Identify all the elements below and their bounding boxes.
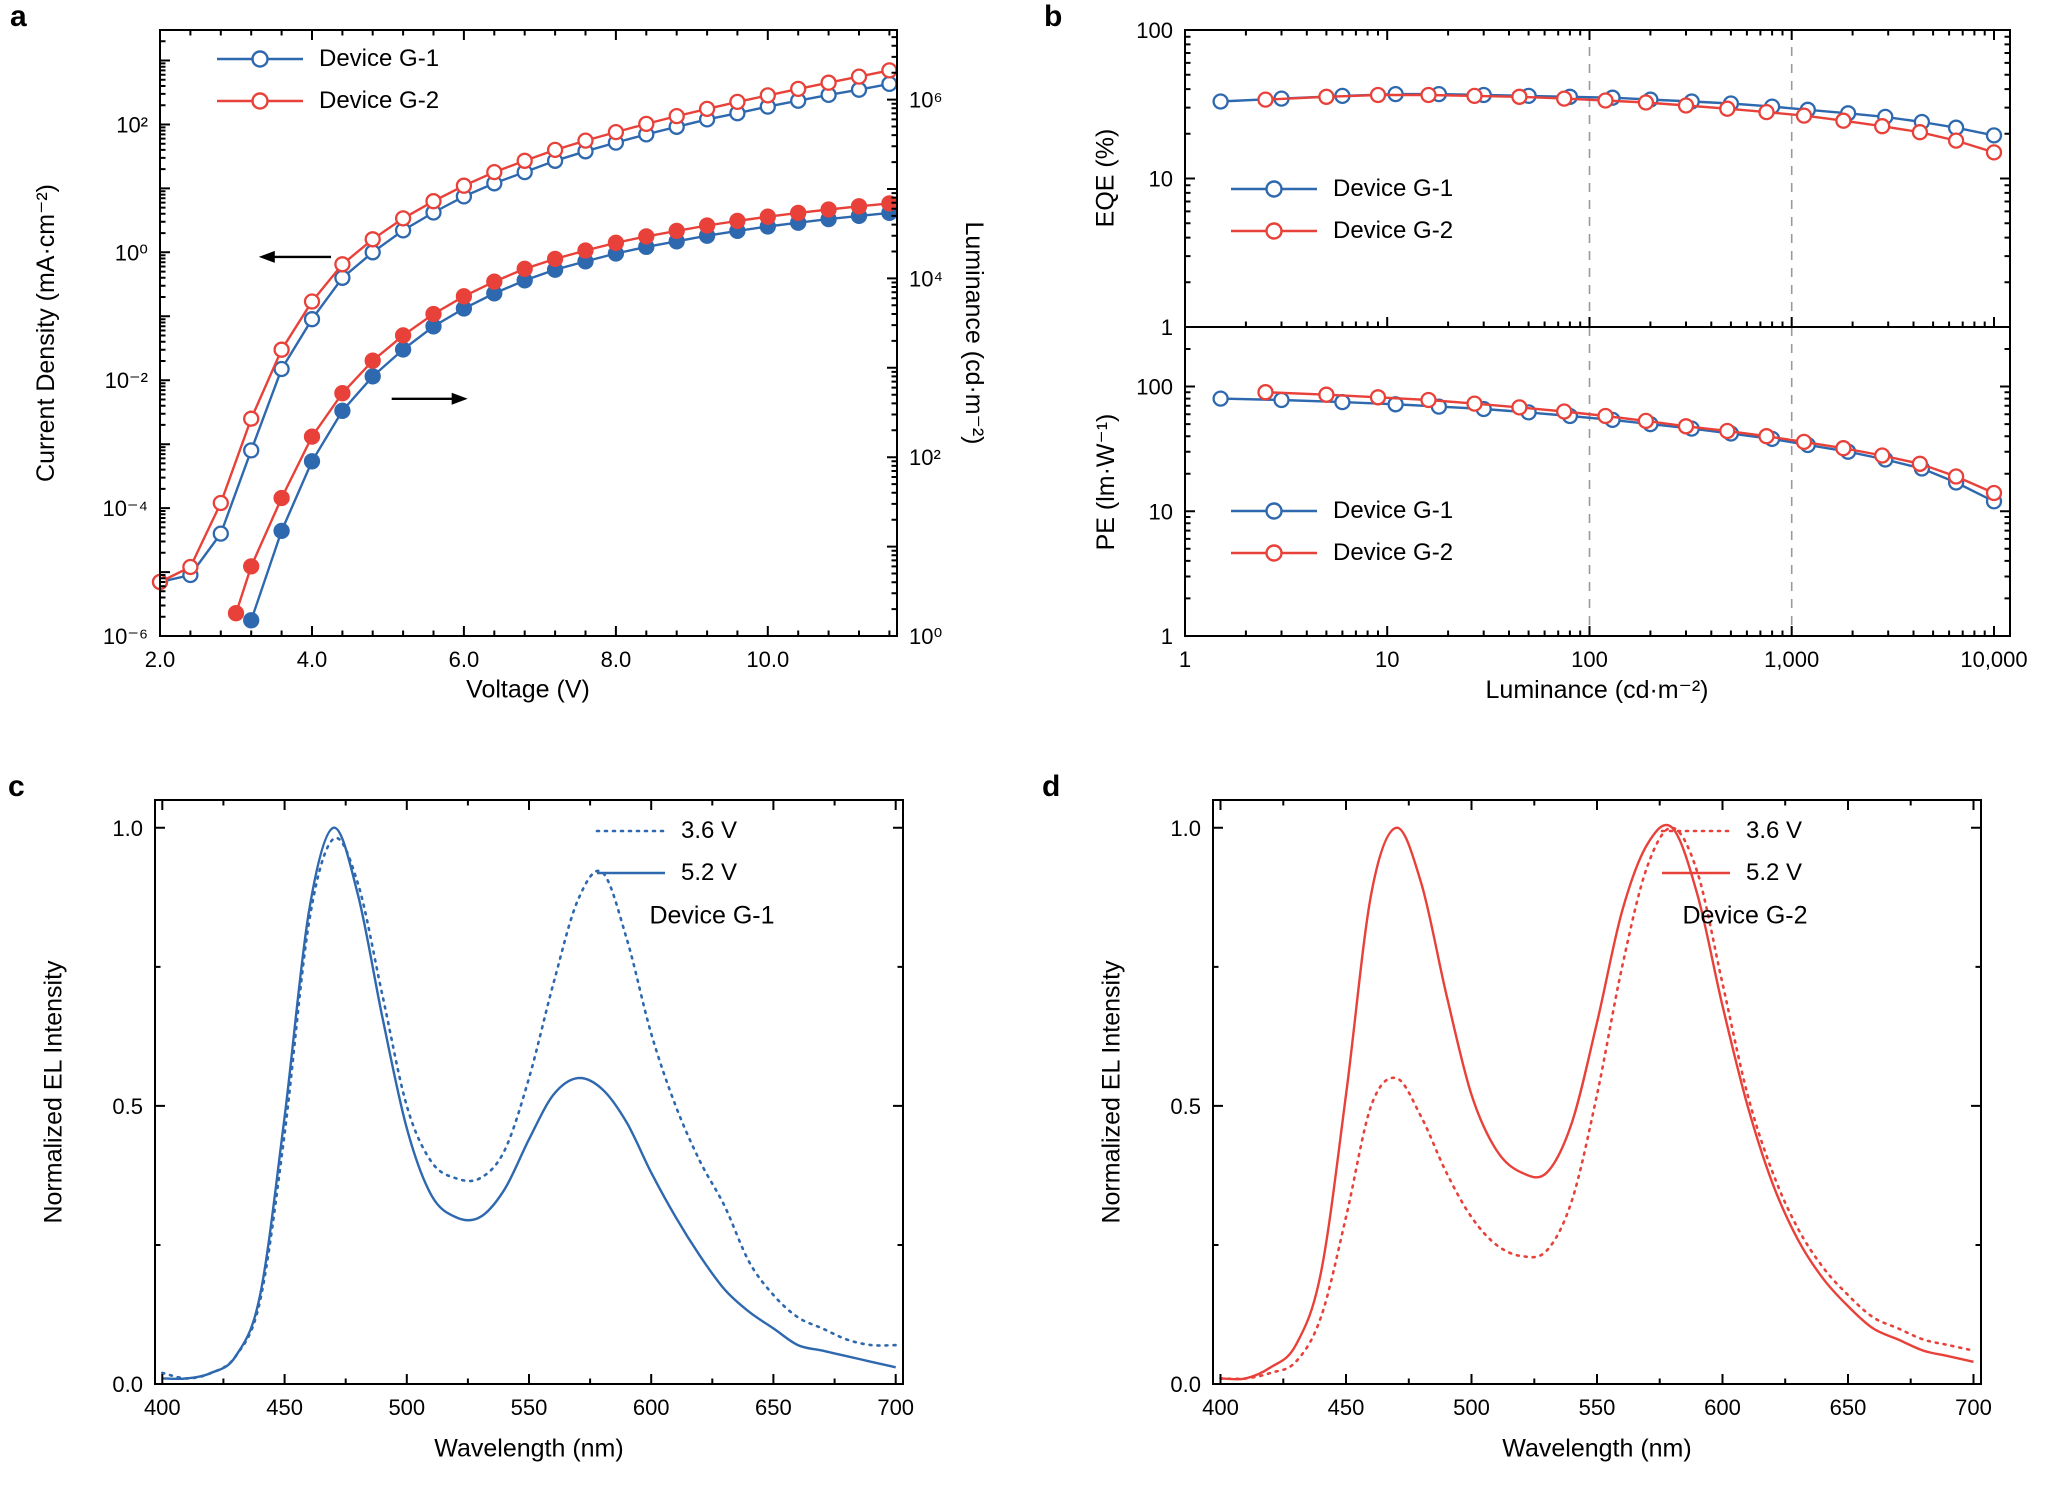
line-open-circle-blue-icon: [1231, 502, 1317, 520]
legend-label-eqe-g2: Device G-2: [1333, 217, 1454, 244]
svg-text:100: 100: [1571, 647, 1608, 672]
dotted-line-blue-icon: [595, 829, 667, 833]
legend-item-c-36: 3.6 V: [594, 810, 737, 852]
svg-text:0.0: 0.0: [112, 1372, 143, 1397]
svg-text:1,000: 1,000: [1764, 647, 1819, 672]
legend-item-c-52: 5.2 V: [594, 852, 737, 894]
svg-text:100: 100: [1136, 18, 1173, 43]
svg-text:1: 1: [1161, 315, 1173, 340]
legend-item-a-g1: Device G-1: [214, 38, 439, 80]
svg-text:8.0: 8.0: [601, 647, 632, 672]
axis-title-pe: PE (lm·W⁻¹): [1092, 413, 1120, 551]
svg-text:4.0: 4.0: [297, 647, 328, 672]
legend-item-d-36: 3.6 V: [1659, 810, 1802, 852]
line-open-circle-red-icon: [217, 92, 303, 110]
panel-label-c: c: [8, 770, 25, 803]
axis-title-luminance-right: Luminance (cd·m⁻²): [960, 221, 988, 445]
svg-text:10: 10: [1375, 647, 1399, 672]
svg-text:1.0: 1.0: [112, 816, 143, 841]
svg-text:500: 500: [1453, 1395, 1490, 1420]
svg-text:600: 600: [633, 1395, 670, 1420]
legend-panel-b-eqe: Device G-1 Device G-2: [1228, 168, 1453, 252]
svg-text:100: 100: [1136, 375, 1173, 400]
svg-text:10²: 10²: [909, 445, 941, 470]
device-label-d: Device G-2: [1682, 901, 1808, 930]
legend-item-pe-g1: Device G-1: [1228, 490, 1453, 532]
legend-label-a-g2: Device G-2: [319, 87, 440, 114]
svg-text:10⁻⁴: 10⁻⁴: [102, 496, 148, 521]
legend-item-eqe-g2: Device G-2: [1228, 210, 1453, 252]
solid-line-blue-icon: [597, 871, 665, 875]
svg-text:0.5: 0.5: [112, 1094, 143, 1119]
legend-panel-d: 3.6 V 5.2 V: [1659, 810, 1802, 894]
legend-item-pe-g2: Device G-2: [1228, 532, 1453, 574]
svg-text:0.0: 0.0: [1170, 1372, 1201, 1397]
svg-text:700: 700: [1955, 1395, 1992, 1420]
device-label-c: Device G-1: [649, 901, 775, 930]
solid-line-red-icon: [1662, 871, 1730, 875]
svg-text:450: 450: [266, 1395, 303, 1420]
legend-label-eqe-g1: Device G-1: [1333, 175, 1454, 202]
svg-text:450: 450: [1328, 1395, 1365, 1420]
legend-panel-c: 3.6 V 5.2 V: [594, 810, 737, 894]
svg-text:10,000: 10,000: [1960, 647, 2027, 672]
svg-text:10: 10: [1149, 167, 1173, 192]
legend-item-d-52: 5.2 V: [1659, 852, 1802, 894]
svg-text:10.0: 10.0: [746, 647, 789, 672]
svg-text:10⁰: 10⁰: [909, 624, 942, 649]
axis-title-el-intensity-d: Normalized EL Intensity: [1097, 960, 1126, 1224]
line-open-circle-red-icon: [1231, 544, 1317, 562]
svg-text:10⁻²: 10⁻²: [105, 368, 148, 393]
axis-title-el-intensity-c: Normalized EL Intensity: [39, 960, 68, 1224]
legend-label-pe-g1: Device G-1: [1333, 497, 1454, 524]
legend-panel-a: Device G-1 Device G-2: [214, 38, 439, 122]
svg-text:1: 1: [1161, 624, 1173, 649]
svg-text:6.0: 6.0: [449, 647, 480, 672]
axis-title-luminance-x: Luminance (cd·m⁻²): [1485, 676, 1709, 704]
svg-text:10⁴: 10⁴: [909, 266, 943, 291]
svg-text:10²: 10²: [116, 113, 148, 138]
legend-label-c-36: 3.6 V: [681, 817, 738, 844]
svg-text:600: 600: [1704, 1395, 1741, 1420]
axis-title-voltage: Voltage (V): [466, 675, 590, 704]
svg-text:0.5: 0.5: [1170, 1094, 1201, 1119]
axis-title-wavelength-d: Wavelength (nm): [1502, 1434, 1692, 1463]
axis-title-eqe: EQE (%): [1091, 128, 1120, 228]
svg-text:1: 1: [1179, 647, 1191, 672]
line-open-circle-blue-icon: [217, 50, 303, 68]
legend-label-d-36: 3.6 V: [1746, 817, 1803, 844]
svg-text:10⁰: 10⁰: [115, 240, 148, 265]
svg-text:500: 500: [388, 1395, 425, 1420]
svg-text:550: 550: [511, 1395, 548, 1420]
panel-label-d: d: [1042, 770, 1061, 803]
axis-title-wavelength-c: Wavelength (nm): [434, 1434, 624, 1463]
svg-text:2.0: 2.0: [145, 647, 176, 672]
svg-text:400: 400: [144, 1395, 181, 1420]
legend-label-d-52: 5.2 V: [1746, 859, 1803, 886]
legend-label-a-g1: Device G-1: [319, 45, 440, 72]
svg-text:10: 10: [1149, 499, 1173, 524]
svg-text:700: 700: [877, 1395, 914, 1420]
dotted-line-red-icon: [1660, 829, 1732, 833]
axis-title-current-density: Current Density (mA·cm⁻²): [32, 184, 60, 482]
line-open-circle-blue-icon: [1231, 180, 1317, 198]
legend-item-a-g2: Device G-2: [214, 80, 439, 122]
svg-text:400: 400: [1202, 1395, 1239, 1420]
svg-text:650: 650: [1830, 1395, 1867, 1420]
legend-panel-b-pe: Device G-1 Device G-2: [1228, 490, 1453, 574]
svg-text:1.0: 1.0: [1170, 816, 1201, 841]
legend-label-c-52: 5.2 V: [681, 859, 738, 886]
panel-label-a: a: [10, 0, 27, 33]
line-open-circle-red-icon: [1231, 222, 1317, 240]
legend-label-pe-g2: Device G-2: [1333, 539, 1454, 566]
svg-text:550: 550: [1579, 1395, 1616, 1420]
svg-text:10⁶: 10⁶: [909, 88, 943, 113]
legend-item-eqe-g1: Device G-1: [1228, 168, 1453, 210]
svg-text:10⁻⁶: 10⁻⁶: [103, 624, 148, 649]
svg-text:650: 650: [755, 1395, 792, 1420]
panel-label-b: b: [1044, 0, 1063, 33]
